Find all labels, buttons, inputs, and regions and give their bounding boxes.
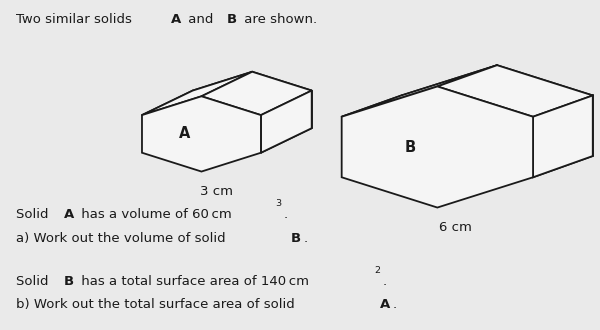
Text: has a total surface area of 140 cm: has a total surface area of 140 cm: [77, 275, 308, 288]
Text: 3 cm: 3 cm: [200, 184, 233, 198]
Text: 6 cm: 6 cm: [439, 221, 472, 234]
Text: B: B: [64, 275, 74, 288]
Text: and: and: [184, 13, 217, 26]
Polygon shape: [142, 96, 261, 172]
Text: A: A: [179, 126, 190, 142]
Text: 2: 2: [374, 266, 380, 276]
Polygon shape: [437, 65, 593, 117]
Polygon shape: [142, 72, 252, 115]
Polygon shape: [341, 86, 533, 208]
Text: B: B: [291, 232, 301, 245]
Text: B: B: [227, 13, 237, 26]
Polygon shape: [341, 65, 497, 117]
Text: .: .: [382, 275, 386, 288]
Polygon shape: [261, 90, 312, 153]
Text: Solid: Solid: [16, 208, 53, 220]
Text: .: .: [304, 232, 308, 245]
Text: Two similar solids: Two similar solids: [16, 13, 136, 26]
Text: .: .: [283, 208, 287, 220]
Text: b) Work out the total surface area of solid: b) Work out the total surface area of so…: [16, 298, 299, 311]
Text: are shown.: are shown.: [240, 13, 317, 26]
Text: A: A: [170, 13, 181, 26]
Text: 3: 3: [275, 199, 281, 208]
Polygon shape: [533, 95, 593, 177]
Polygon shape: [202, 72, 312, 115]
Text: B: B: [404, 140, 415, 154]
Text: a) Work out the volume of solid: a) Work out the volume of solid: [16, 232, 230, 245]
Text: A: A: [380, 298, 390, 311]
Text: Solid: Solid: [16, 275, 53, 288]
Text: .: .: [393, 298, 397, 311]
Text: has a volume of 60 cm: has a volume of 60 cm: [77, 208, 232, 220]
Text: A: A: [64, 208, 74, 220]
